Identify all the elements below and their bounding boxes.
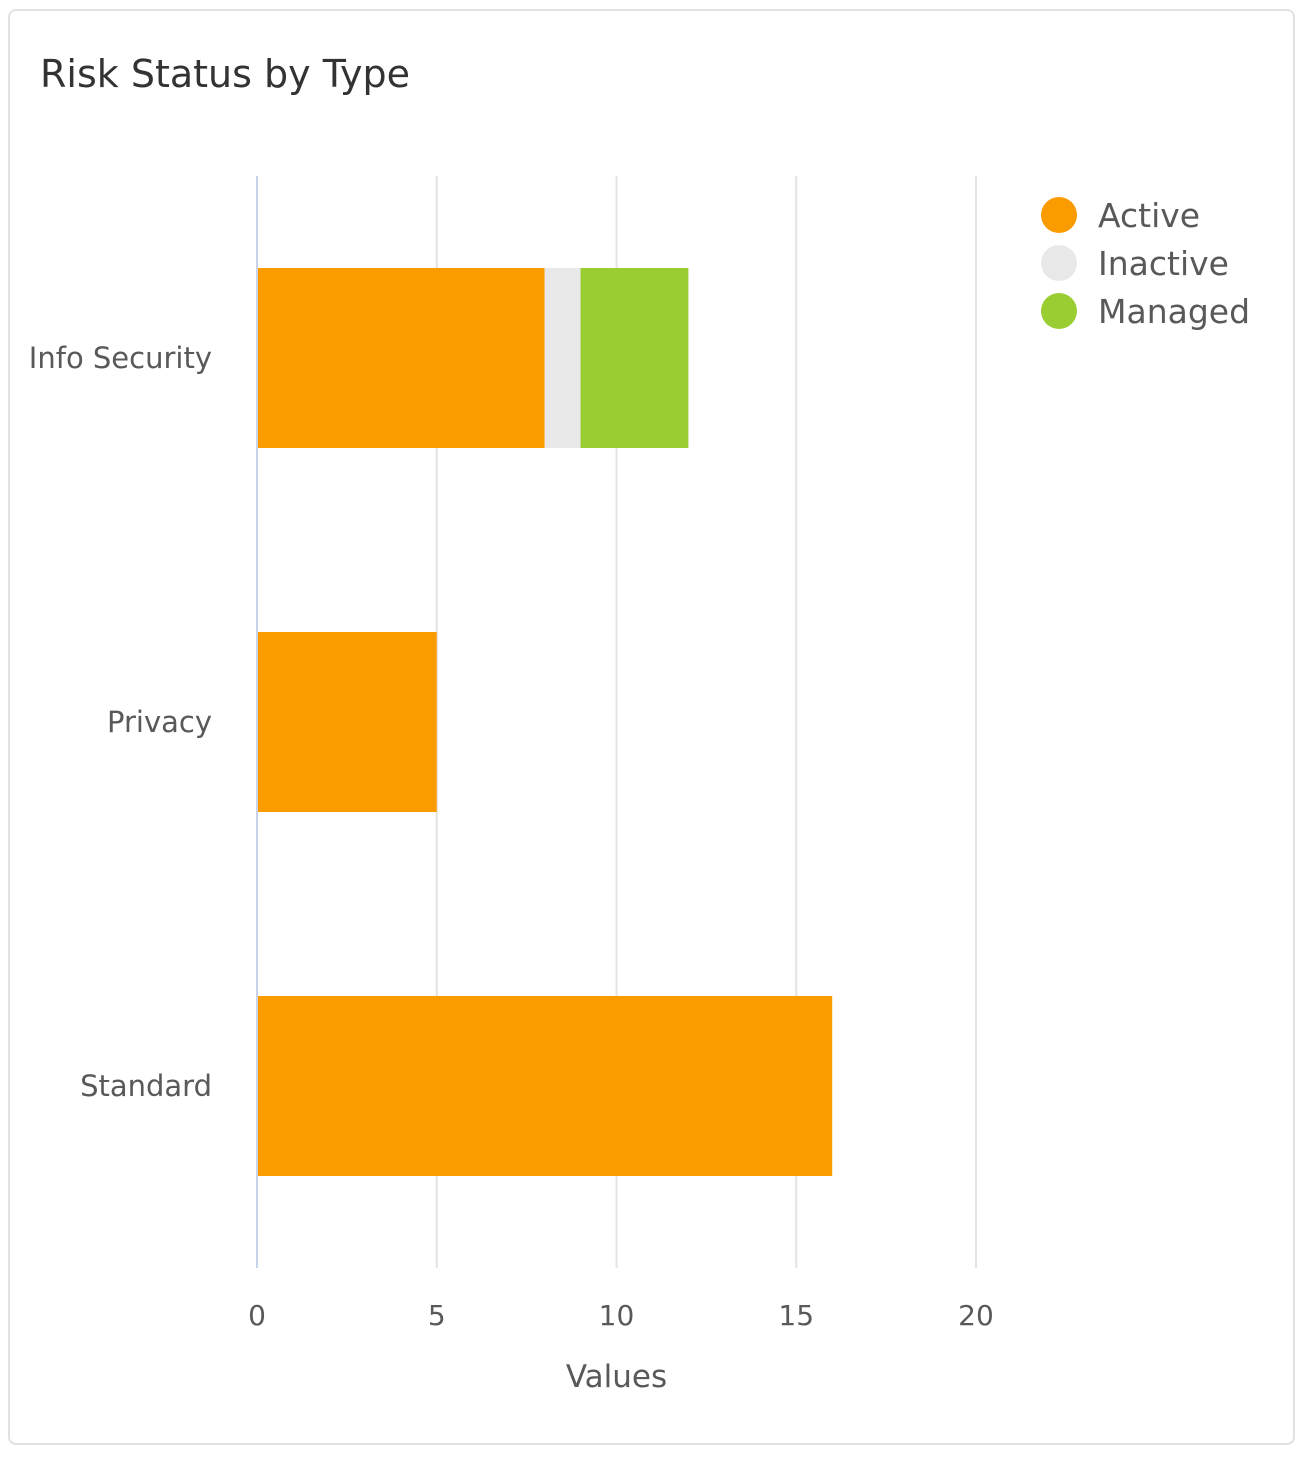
x-tick-label: 15 (778, 1299, 814, 1332)
x-tick-label: 10 (599, 1299, 635, 1332)
x-tick-label: 20 (958, 1299, 994, 1332)
legend-marker-active[interactable] (1041, 197, 1077, 233)
category-label: Standard (80, 1069, 212, 1103)
legend-marker-inactive[interactable] (1041, 245, 1077, 281)
legend-label[interactable]: Managed (1098, 292, 1250, 331)
bar-segment-inactive[interactable] (544, 268, 581, 448)
legend-marker-managed[interactable] (1041, 293, 1077, 329)
x-tick-labels: 0 5 10 15 20 (248, 1299, 994, 1332)
x-axis-label: Values (566, 1359, 667, 1395)
legend-label[interactable]: Inactive (1098, 244, 1229, 283)
category-label: Privacy (107, 705, 212, 739)
chart-card (8, 9, 1295, 1445)
category-labels: Info Security Privacy Standard (29, 341, 212, 1103)
legend-label[interactable]: Active (1098, 196, 1200, 235)
bar-segment-managed[interactable] (580, 268, 689, 448)
bar-segment-active[interactable] (257, 996, 833, 1176)
legend: Active Inactive Managed (1041, 196, 1250, 331)
category-label: Info Security (29, 341, 212, 375)
bars (257, 268, 833, 1176)
chart-title: Risk Status by Type (40, 52, 410, 96)
bar-segment-active[interactable] (257, 268, 545, 448)
x-tick-label: 5 (428, 1299, 446, 1332)
x-tick-label: 0 (248, 1299, 266, 1332)
bar-segment-active[interactable] (257, 632, 437, 812)
